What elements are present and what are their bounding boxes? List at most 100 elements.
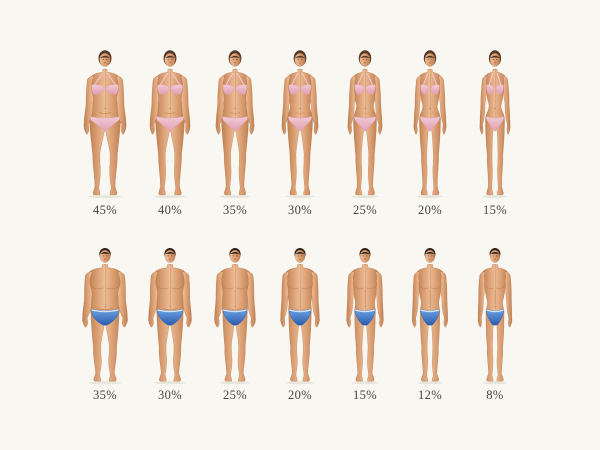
eye	[297, 58, 299, 60]
figure-women-35pct	[200, 50, 270, 200]
bikini-top	[157, 84, 170, 95]
eye	[366, 255, 368, 257]
ground-shadow	[285, 381, 315, 385]
human-figure-illustration	[83, 50, 127, 199]
head	[424, 53, 436, 67]
ground-shadow	[351, 195, 379, 199]
belly-crease	[295, 112, 305, 114]
figure-women-45pct	[70, 50, 140, 200]
bikini-bottom	[486, 116, 504, 132]
bikini-strap	[431, 73, 438, 86]
arm	[479, 75, 488, 135]
bikini-top	[235, 84, 248, 95]
ground-shadow	[88, 195, 122, 199]
arm	[214, 271, 224, 328]
eye	[366, 58, 368, 60]
figure-men-35pct	[70, 247, 140, 385]
fat-percentage-label: 30%	[157, 388, 183, 402]
fat-percentage-label: 25%	[352, 203, 378, 217]
belly-crease	[228, 308, 242, 311]
pec-line	[106, 285, 120, 290]
eye	[232, 58, 234, 60]
arm	[411, 271, 420, 328]
bikini-strap	[301, 72, 309, 86]
ground-shadow	[417, 195, 443, 199]
figure-cell: 20%	[268, 247, 333, 403]
arm	[281, 75, 291, 135]
human-figure-illustration	[347, 50, 383, 199]
hair-fringe	[295, 55, 305, 58]
hair-fringe	[425, 55, 435, 58]
ground-shadow	[153, 195, 187, 199]
hair-fringe	[100, 251, 110, 254]
head	[99, 53, 111, 67]
ground-shadow	[153, 381, 187, 385]
arm	[246, 271, 256, 328]
fat-percentage-label: 20%	[287, 388, 313, 402]
eye	[106, 58, 108, 60]
figure-cell: 45%	[73, 50, 138, 218]
pec-line	[366, 285, 376, 290]
fat-percentage-label: 12%	[417, 388, 443, 402]
figure-cell: 35%	[73, 247, 138, 403]
arm	[438, 75, 447, 135]
arm	[346, 271, 355, 328]
figure-cell: 25%	[333, 50, 398, 218]
head	[489, 53, 501, 67]
belly-crease	[426, 112, 434, 114]
ground-shadow	[483, 381, 507, 385]
belly-crease	[164, 112, 176, 114]
hair-fringe	[165, 251, 175, 254]
briefs-waistband	[288, 309, 312, 313]
hair-fringe	[490, 55, 500, 58]
human-figure-illustration	[411, 248, 449, 385]
fat-percentage-label: 25%	[222, 388, 248, 402]
arm	[180, 75, 191, 135]
arm	[310, 271, 320, 328]
pec-line	[171, 285, 184, 290]
arm	[504, 271, 513, 328]
bikini-top	[105, 84, 119, 95]
belly-crease	[162, 308, 178, 311]
bikini-top	[91, 84, 105, 95]
arm	[149, 75, 160, 135]
pec-line	[236, 285, 248, 290]
figure-cell: 30%	[268, 50, 333, 218]
bikini-top	[300, 84, 312, 95]
hair-fringe	[100, 55, 110, 58]
belly-crease	[425, 308, 435, 311]
arm	[82, 271, 93, 328]
fat-percentage-label: 35%	[92, 388, 118, 402]
figure-cell: 15%	[333, 247, 398, 403]
pec-line	[222, 285, 234, 290]
eye	[301, 58, 303, 60]
human-figure-illustration	[479, 50, 511, 199]
eye	[236, 58, 238, 60]
ground-shadow	[351, 381, 379, 385]
bikini-strap	[356, 72, 364, 86]
ground-shadow	[483, 195, 507, 199]
bikini-bottom	[90, 116, 120, 132]
pec-line	[156, 285, 169, 290]
navel	[364, 306, 366, 308]
row-women: 45% 40% 35% 30% 25% 20% 15%	[0, 0, 600, 218]
eye	[106, 255, 108, 257]
pec-line	[485, 285, 494, 290]
arm	[373, 75, 383, 135]
eye	[431, 255, 433, 257]
bikini-strap	[106, 72, 117, 86]
belly-crease	[361, 112, 369, 114]
briefs-waistband	[354, 309, 376, 313]
briefs-waistband	[223, 309, 247, 313]
briefs-waistband	[157, 309, 183, 313]
eye	[102, 58, 104, 60]
belly-crease	[360, 308, 370, 311]
fat-percentage-label: 35%	[222, 203, 248, 217]
figure-men-25pct	[200, 247, 270, 385]
arm	[347, 75, 357, 135]
fat-percentage-label: 45%	[92, 203, 118, 217]
hair-fringe	[425, 251, 435, 254]
eye	[492, 255, 494, 257]
ground-shadow	[219, 195, 251, 199]
